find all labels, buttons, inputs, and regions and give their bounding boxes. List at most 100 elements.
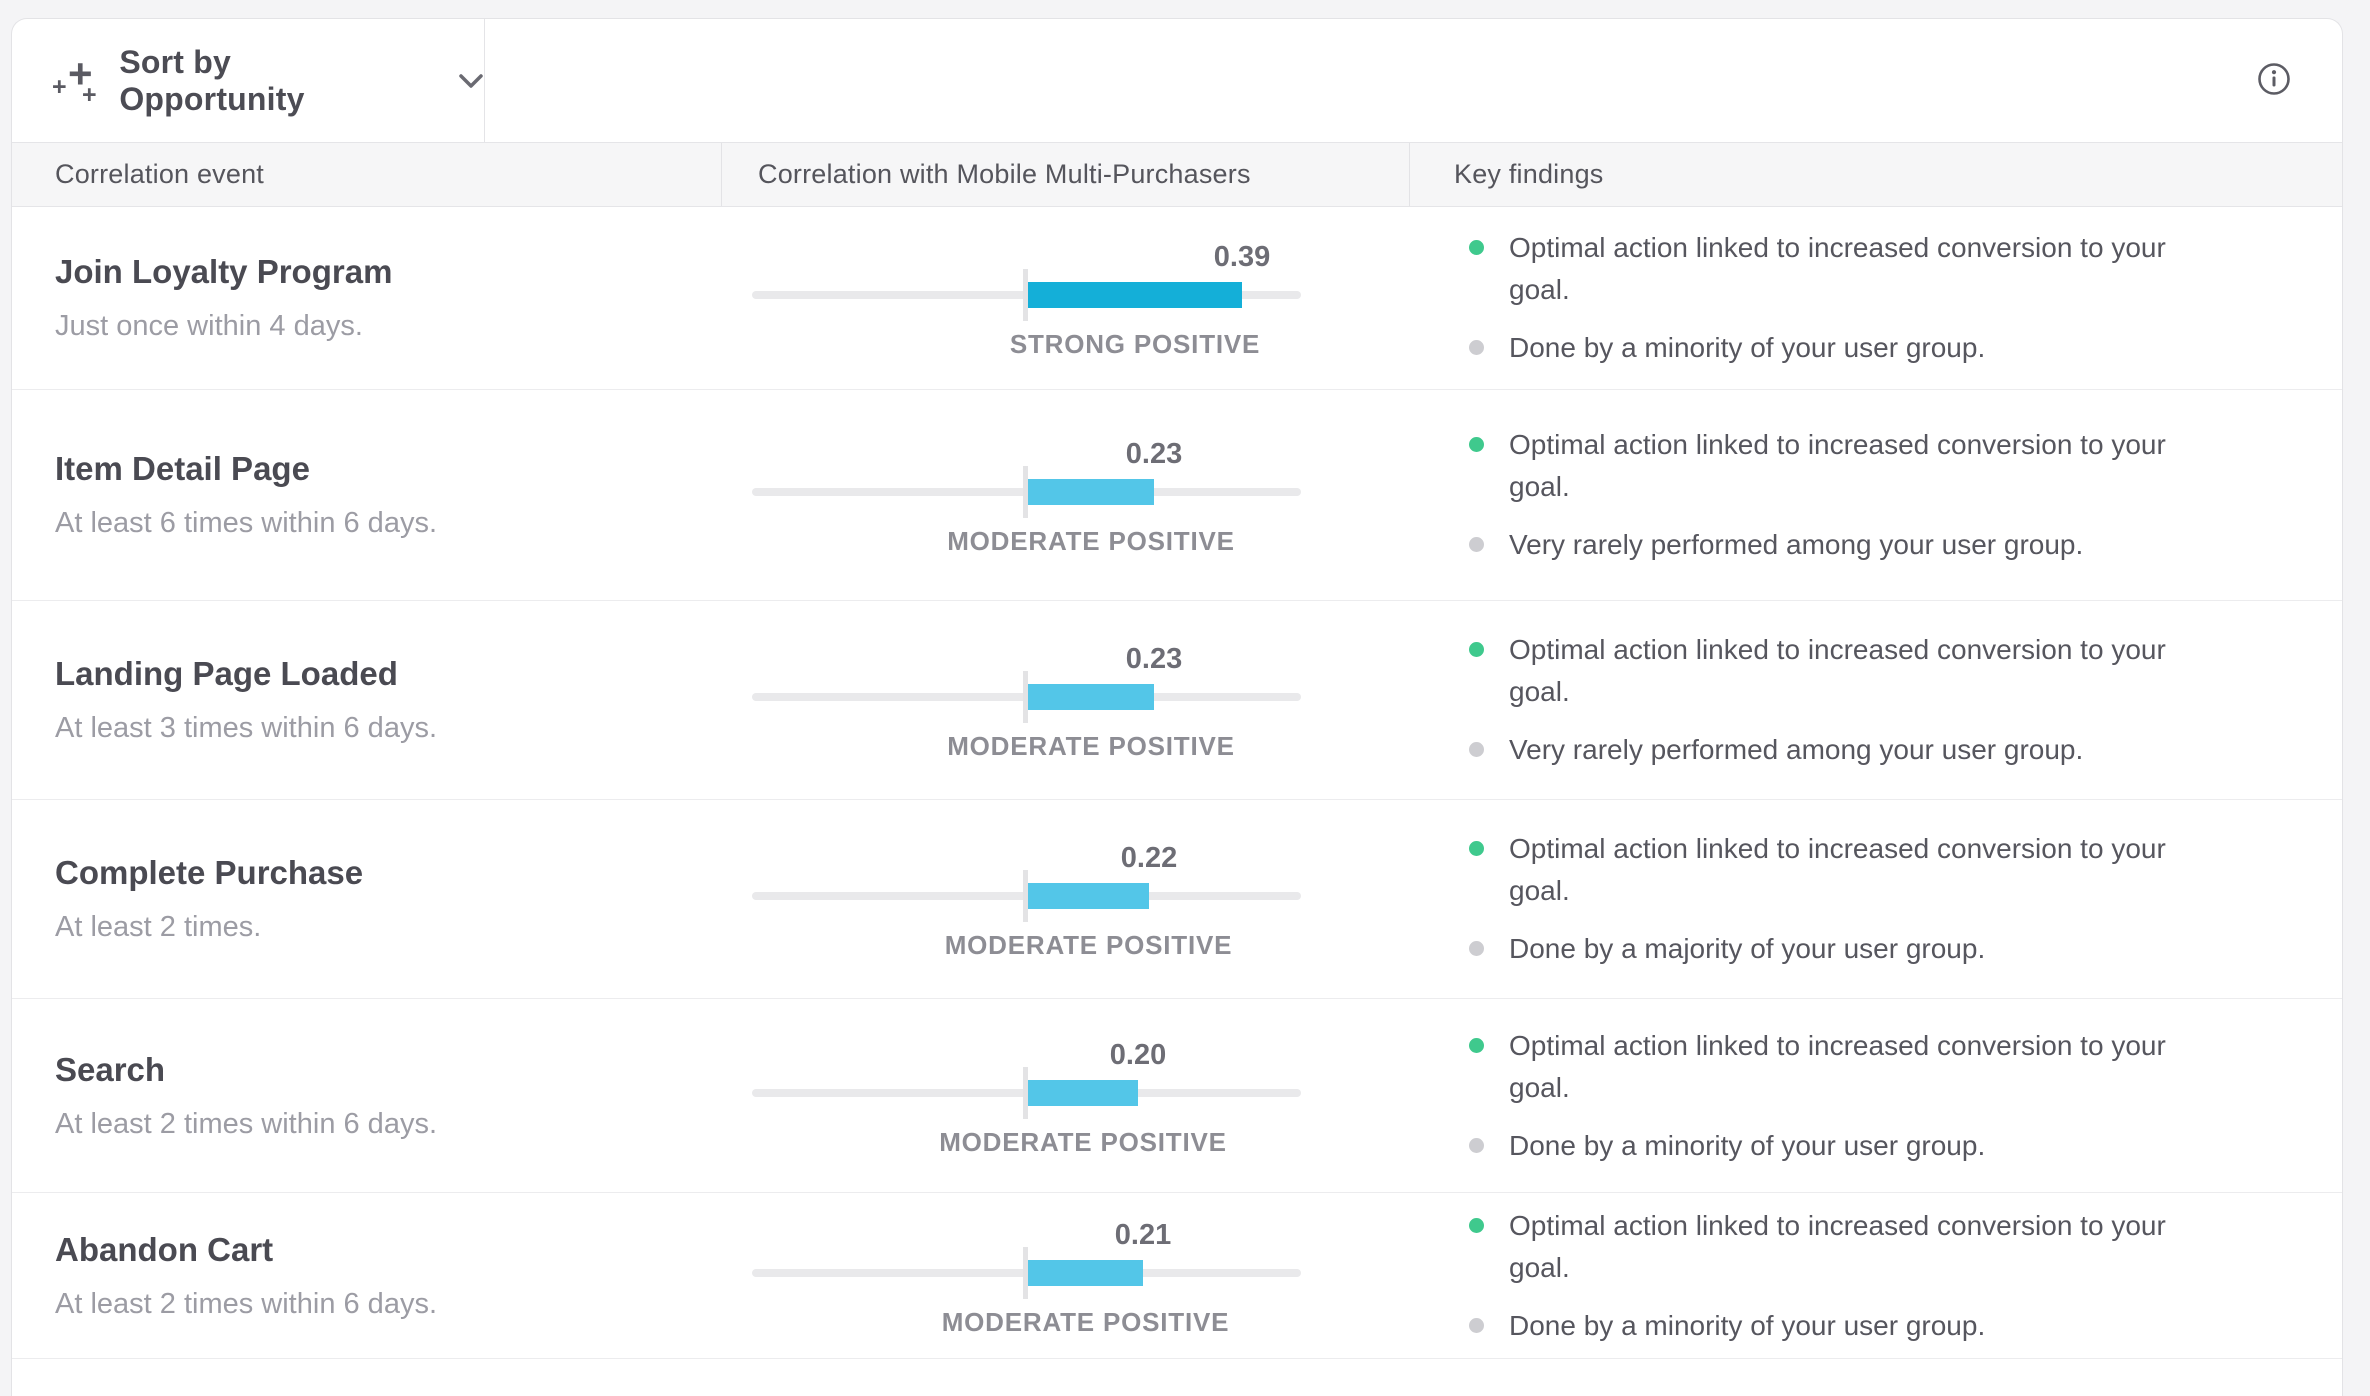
event-title: Abandon Cart — [55, 1230, 274, 1268]
key-findings-list: Optimal action linked to increased conve… — [1409, 601, 2342, 799]
correlation-value: 0.21 — [1114, 1218, 1172, 1251]
finding-bullet — [1469, 841, 1484, 856]
correlation-bar: 0.23 MODERATE POSITIVE — [721, 438, 1409, 560]
correlation-table-body: Join Loyalty Program Just once within 4 … — [12, 207, 2342, 1359]
finding-item: Optimal action linked to increased conve… — [1469, 828, 2252, 912]
sort-by-dropdown[interactable]: + + + Sort by Opportunity — [12, 19, 485, 142]
key-findings-list: Optimal action linked to increased conve… — [1409, 1193, 2342, 1358]
event-title: Join Loyalty Program — [55, 253, 393, 290]
sort-by-label: Sort by Opportunity — [119, 43, 305, 117]
table-row[interactable]: Landing Page Loaded At least 3 times wit… — [12, 601, 2342, 800]
finding-bullet — [1469, 642, 1484, 657]
finding-bullet — [1469, 1137, 1484, 1153]
bar-fill — [1028, 883, 1149, 909]
correlation-strength-label: MODERATE POSITIVE — [947, 731, 1235, 761]
finding-bullet — [1469, 437, 1484, 452]
event-title: Search — [55, 1050, 166, 1088]
bar-fill — [1028, 1079, 1138, 1106]
bar-center-tick — [1023, 1066, 1028, 1119]
correlation-value: 0.23 — [1125, 643, 1183, 675]
plus-sparkles-icon: + + + — [52, 49, 97, 109]
table-row[interactable]: Item Detail Page At least 6 times within… — [12, 390, 2342, 601]
bar-center-tick — [1023, 1246, 1028, 1299]
event-title: Item Detail Page — [55, 450, 310, 487]
bar-center-tick — [1023, 870, 1028, 922]
finding-item: Very rarely performed among your user gr… — [1469, 729, 2252, 771]
bar-fill — [1028, 282, 1242, 308]
info-button[interactable] — [2253, 60, 2295, 102]
correlation-bar: 0.21 MODERATE POSITIVE — [721, 1219, 1409, 1341]
next-row-partial — [12, 1359, 2342, 1396]
column-header-correlation-event: Correlation event — [55, 159, 265, 189]
finding-text: Optimal action linked to increased conve… — [1509, 1209, 2166, 1283]
finding-bullet — [1469, 537, 1484, 552]
finding-item: Very rarely performed among your user gr… — [1469, 524, 2252, 566]
info-circle-icon — [2256, 61, 2292, 100]
correlation-cell: 0.21 MODERATE POSITIVE — [721, 1193, 1409, 1358]
finding-item: Done by a minority of your user group. — [1469, 1305, 2252, 1347]
correlation-cell: 0.23 MODERATE POSITIVE — [721, 601, 1409, 799]
toolbar-spacer — [485, 19, 2253, 142]
correlation-cell: 0.22 MODERATE POSITIVE — [721, 800, 1409, 998]
finding-item: Done by a minority of your user group. — [1469, 327, 2252, 369]
key-findings-list: Optimal action linked to increased conve… — [1409, 800, 2342, 998]
correlation-value: 0.20 — [1109, 1038, 1167, 1071]
chevron-down-icon — [458, 73, 484, 89]
event-cell: Join Loyalty Program Just once within 4 … — [12, 207, 721, 389]
finding-text: Optimal action linked to increased conve… — [1509, 429, 2166, 502]
finding-text: Done by a majority of your user group. — [1509, 933, 1986, 964]
table-row[interactable]: Complete Purchase At least 2 times. 0.22… — [12, 800, 2342, 999]
event-subtitle: At least 2 times within 6 days. — [55, 1287, 437, 1320]
key-findings-list: Optimal action linked to increased conve… — [1409, 999, 2342, 1192]
event-subtitle: At least 2 times within 6 days. — [55, 1107, 437, 1140]
correlation-strength-label: MODERATE POSITIVE — [939, 1126, 1227, 1157]
column-header-correlation-with-goal: Correlation with Mobile Multi-Purchasers — [721, 143, 1409, 206]
event-cell: Search At least 2 times within 6 days. — [12, 999, 721, 1192]
finding-item: Optimal action linked to increased conve… — [1469, 629, 2252, 713]
correlation-card: + + + Sort by Opportunity Correlation even… — [11, 18, 2343, 1396]
event-title: Complete Purchase — [55, 854, 364, 891]
finding-text: Very rarely performed among your user gr… — [1509, 734, 2084, 765]
finding-bullet — [1469, 240, 1484, 255]
event-cell: Complete Purchase At least 2 times. — [12, 800, 721, 998]
table-row[interactable]: Search At least 2 times within 6 days. 0… — [12, 999, 2342, 1193]
finding-item: Optimal action linked to increased conve… — [1469, 1025, 2252, 1109]
correlation-strength-label: MODERATE POSITIVE — [944, 930, 1233, 960]
finding-text: Very rarely performed among your user gr… — [1509, 529, 2084, 560]
column-header-key-findings: Key findings — [1409, 143, 2342, 206]
finding-text: Optimal action linked to increased conve… — [1509, 634, 2166, 707]
finding-bullet — [1469, 941, 1484, 956]
finding-item: Done by a minority of your user group. — [1469, 1125, 2252, 1167]
key-findings-list: Optimal action linked to increased conve… — [1409, 207, 2342, 389]
bar-fill — [1028, 479, 1154, 505]
table-row[interactable]: Join Loyalty Program Just once within 4 … — [12, 207, 2342, 390]
bar-center-tick — [1023, 466, 1028, 518]
correlation-strength-label: STRONG POSITIVE — [1009, 329, 1261, 359]
correlation-value: 0.23 — [1125, 438, 1183, 470]
correlation-cell: 0.20 MODERATE POSITIVE — [721, 999, 1409, 1192]
finding-text: Done by a minority of your user group. — [1509, 1309, 1986, 1341]
bar-center-tick — [1023, 269, 1028, 321]
event-cell: Item Detail Page At least 6 times within… — [12, 390, 721, 600]
correlation-value: 0.39 — [1213, 241, 1271, 273]
correlation-bar: 0.22 MODERATE POSITIVE — [721, 842, 1409, 964]
finding-item: Optimal action linked to increased conve… — [1469, 227, 2252, 311]
finding-item: Done by a majority of your user group. — [1469, 928, 2252, 970]
finding-bullet — [1469, 1037, 1484, 1053]
event-cell: Landing Page Loaded At least 3 times wit… — [12, 601, 721, 799]
correlation-value: 0.22 — [1120, 842, 1178, 874]
finding-item: Optimal action linked to increased conve… — [1469, 424, 2252, 508]
finding-text: Done by a minority of your user group. — [1509, 1129, 1986, 1161]
bar-fill — [1028, 684, 1154, 710]
finding-text: Optimal action linked to increased conve… — [1509, 232, 2166, 305]
event-subtitle: At least 3 times within 6 days. — [55, 712, 437, 744]
finding-bullet — [1469, 742, 1484, 757]
correlation-cell: 0.39 STRONG POSITIVE — [721, 207, 1409, 389]
table-row[interactable]: Abandon Cart At least 2 times within 6 d… — [12, 1193, 2342, 1359]
table-header: Correlation event Correlation with Mobil… — [12, 142, 2342, 207]
key-findings-list: Optimal action linked to increased conve… — [1409, 390, 2342, 600]
finding-bullet — [1469, 1317, 1484, 1333]
bar-fill — [1028, 1259, 1143, 1286]
event-subtitle: At least 2 times. — [55, 911, 262, 943]
event-subtitle: Just once within 4 days. — [55, 310, 363, 342]
